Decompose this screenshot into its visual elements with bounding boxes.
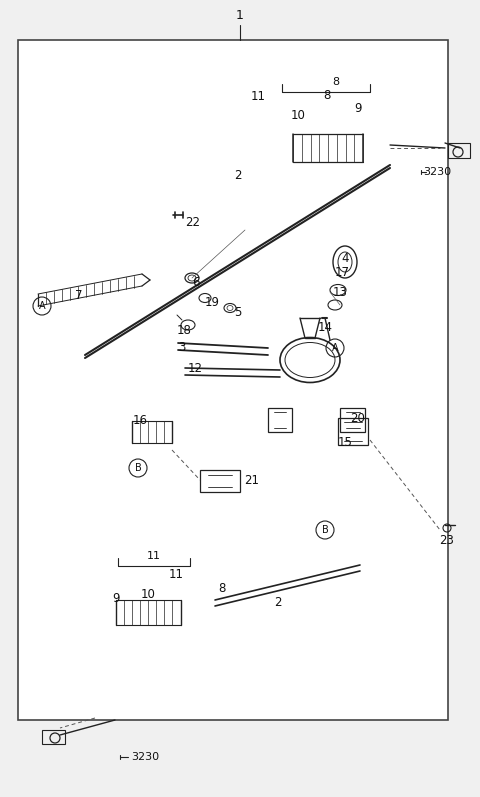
- Text: 11: 11: [147, 551, 161, 561]
- Text: 3230: 3230: [423, 167, 451, 177]
- Text: 13: 13: [333, 285, 348, 299]
- Text: B: B: [322, 525, 328, 535]
- Text: 8: 8: [324, 88, 331, 101]
- Bar: [18, 40, 448, 720]
- Text: 9: 9: [112, 591, 120, 604]
- Text: 18: 18: [177, 324, 192, 336]
- Text: 10: 10: [141, 587, 156, 600]
- Text: 10: 10: [290, 108, 305, 121]
- Text: 20: 20: [350, 411, 365, 425]
- Text: 6: 6: [192, 276, 200, 289]
- Text: 3230: 3230: [131, 752, 159, 762]
- Text: 4: 4: [341, 252, 349, 265]
- Text: 17: 17: [335, 265, 349, 278]
- Text: 2: 2: [274, 595, 282, 608]
- Text: 19: 19: [204, 296, 219, 308]
- Text: 11: 11: [251, 89, 265, 103]
- Text: 12: 12: [188, 362, 203, 375]
- Text: 22: 22: [185, 215, 201, 229]
- Text: 14: 14: [317, 320, 333, 333]
- Text: 11: 11: [168, 568, 183, 582]
- Text: 15: 15: [337, 435, 352, 449]
- Text: 23: 23: [440, 533, 455, 547]
- Text: 5: 5: [234, 305, 242, 319]
- Text: 16: 16: [132, 414, 147, 426]
- Text: 8: 8: [218, 583, 226, 595]
- Text: 2: 2: [234, 168, 242, 182]
- Text: 3: 3: [178, 340, 186, 354]
- Text: 8: 8: [333, 77, 339, 87]
- Text: 1: 1: [236, 9, 244, 22]
- Text: 9: 9: [354, 101, 362, 115]
- Text: 7: 7: [75, 289, 83, 301]
- Text: A: A: [332, 343, 338, 353]
- Text: A: A: [39, 301, 45, 311]
- Text: 21: 21: [244, 473, 260, 486]
- Text: B: B: [134, 463, 142, 473]
